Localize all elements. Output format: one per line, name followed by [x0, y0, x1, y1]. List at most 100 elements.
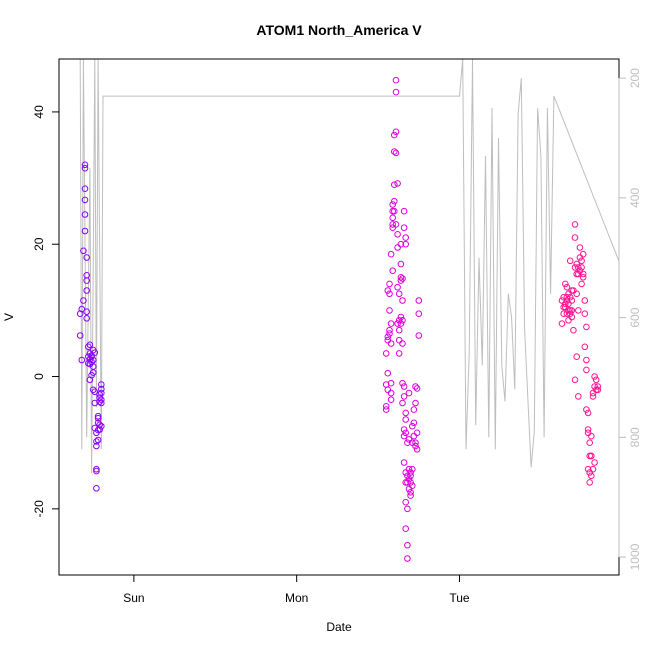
data-point	[584, 465, 592, 473]
data-point	[76, 332, 84, 339]
data-point	[565, 317, 572, 324]
data-point	[391, 181, 398, 188]
secondary-tick-label: 800	[628, 427, 642, 447]
data-point	[387, 396, 395, 404]
data-point	[407, 492, 414, 499]
data-point	[389, 214, 397, 222]
data-point	[98, 381, 105, 388]
data-point	[80, 297, 87, 304]
data-point	[394, 320, 401, 327]
data-point	[94, 414, 102, 422]
data-point	[392, 221, 400, 228]
data-point	[404, 479, 411, 486]
data-point	[402, 469, 410, 476]
data-point	[76, 310, 84, 318]
data-point	[407, 489, 414, 496]
data-point	[562, 300, 569, 308]
data-point	[412, 383, 419, 390]
data-point	[576, 254, 584, 261]
data-point	[397, 313, 405, 321]
data-point	[413, 446, 421, 453]
data-point	[578, 264, 585, 271]
data-point	[573, 353, 581, 361]
data-point	[387, 389, 395, 397]
x-axis: Sun Mon Tue	[123, 575, 470, 605]
data-point	[81, 211, 89, 218]
data-point	[405, 485, 413, 493]
y-axis-right: 200 400 600 800 1000	[618, 68, 642, 570]
data-point	[392, 88, 400, 96]
data-point	[98, 399, 105, 407]
data-point	[400, 459, 408, 466]
data-point	[384, 336, 392, 344]
data-point	[386, 326, 393, 334]
data-point	[571, 376, 579, 384]
data-point	[402, 409, 410, 417]
data-point	[410, 432, 418, 440]
data-point	[386, 330, 393, 337]
data-point	[565, 290, 572, 298]
data-point	[412, 442, 419, 450]
secondary-tick-label: 1000	[628, 543, 642, 570]
data-point	[410, 419, 418, 427]
data-point	[395, 336, 403, 344]
data-point	[384, 386, 392, 394]
data-point	[409, 422, 416, 430]
data-point	[397, 274, 405, 281]
data-point	[78, 305, 86, 313]
data-point	[397, 240, 405, 248]
data-point	[397, 320, 405, 327]
x-axis-label: Date	[326, 620, 352, 634]
data-point	[386, 290, 393, 298]
data-point	[591, 459, 598, 466]
data-point	[594, 383, 602, 390]
data-point	[384, 287, 392, 294]
data-point	[575, 270, 582, 278]
data-point	[409, 465, 416, 473]
data-point	[558, 320, 566, 327]
data-point	[404, 541, 411, 549]
data-point	[400, 426, 408, 433]
data-point	[394, 244, 401, 251]
x-tick-label: Mon	[285, 591, 308, 605]
data-point	[394, 283, 401, 291]
data-point	[591, 373, 598, 380]
data-point	[560, 310, 568, 318]
data-point	[81, 185, 89, 192]
data-point	[400, 224, 408, 231]
data-point	[81, 164, 89, 172]
data-point	[94, 412, 102, 420]
data-point	[409, 482, 416, 490]
secondary-tick-label: 200	[628, 68, 642, 88]
data-point	[83, 308, 90, 316]
data-point	[93, 485, 100, 492]
data-point	[412, 399, 419, 407]
data-point	[579, 270, 587, 278]
data-point	[400, 432, 408, 440]
data-point	[407, 472, 414, 480]
data-point	[563, 310, 571, 318]
data-point	[583, 366, 590, 374]
secondary-series-line	[79, 59, 619, 474]
data-point	[389, 201, 397, 208]
data-point	[402, 234, 410, 241]
data-point	[399, 317, 406, 324]
data-point	[594, 386, 602, 394]
data-point	[89, 363, 97, 370]
data-point	[579, 250, 587, 258]
data-point	[566, 257, 574, 265]
data-point	[397, 277, 405, 284]
data-point	[404, 555, 411, 562]
data-point	[568, 307, 576, 314]
data-point	[579, 274, 587, 281]
data-point	[412, 439, 419, 447]
data-point	[583, 406, 590, 413]
data-point	[98, 385, 105, 393]
data-point	[93, 465, 100, 473]
data-point	[382, 406, 390, 413]
data-point	[573, 260, 581, 268]
data-point	[399, 399, 406, 407]
data-point	[563, 293, 571, 301]
data-point	[404, 505, 411, 513]
data-point	[566, 293, 574, 301]
